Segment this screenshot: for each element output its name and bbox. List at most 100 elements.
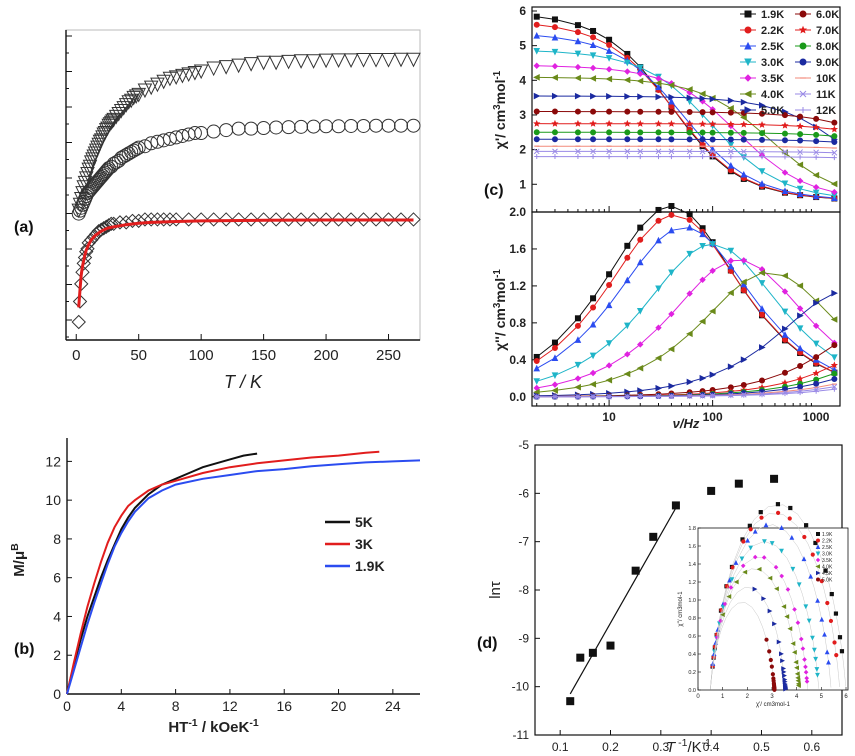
data-point-a (381, 118, 396, 133)
legend-marker-c (744, 58, 752, 67)
chi-imag-line (536, 272, 835, 393)
inset-point (815, 597, 821, 603)
x-tick-label-c: 1000 (803, 410, 830, 424)
legend-marker-c (799, 90, 807, 98)
chi-real-point (709, 148, 716, 155)
data-point-a (71, 314, 86, 330)
chi-real-point (606, 129, 613, 136)
legend-label-c: 2.2K (761, 25, 784, 37)
x-tick-label-a: 250 (376, 347, 401, 364)
chi-imag-point (655, 206, 662, 213)
data-point-a (150, 212, 165, 227)
chi-real-point (759, 154, 765, 160)
chi-imag-point (740, 287, 747, 294)
chi-imag-point (551, 344, 558, 351)
chi-real-point (668, 97, 675, 105)
y-tick-label-c-top: 6 (519, 4, 526, 18)
chi-real-point (606, 154, 612, 160)
inset-x-tick-label: 4 (795, 694, 799, 700)
inset-point (784, 614, 790, 619)
data-point-a (99, 219, 114, 234)
data-point-a (75, 197, 90, 212)
chi-real-point (741, 154, 747, 160)
panel-label-c: (c) (484, 182, 504, 199)
y-tick-label-c-top: 1 (519, 177, 526, 191)
chi-imag-point (668, 211, 675, 218)
inset-point (758, 510, 763, 515)
inset-x-tick-label: 0 (696, 694, 700, 700)
chi-real-point (551, 136, 558, 143)
chi-imag-point (637, 341, 644, 348)
series-b-5K (66, 452, 258, 695)
chi-real-point (636, 77, 644, 85)
x-axis-label-d-part: -1 (675, 737, 687, 749)
inset-point (779, 548, 784, 554)
y-tick-label-c-top: 5 (519, 39, 526, 53)
data-point-a (256, 121, 271, 136)
chi-real-point (813, 115, 820, 122)
inset-point (773, 564, 779, 570)
inset-point (822, 631, 827, 637)
data-point-a (381, 53, 396, 68)
legend-label-b: 5K (355, 514, 373, 530)
chi-real-point (574, 74, 581, 82)
chi-imag-point (655, 393, 661, 399)
chi-real-point (637, 93, 644, 100)
data-point-a (81, 235, 96, 251)
inset-point (803, 669, 809, 675)
chi-real-point (698, 120, 707, 128)
data-point-a (92, 134, 108, 150)
data-point-a (101, 218, 116, 233)
legend-marker-c (743, 90, 752, 98)
data-point-d (576, 653, 585, 662)
chi-imag-point (590, 295, 597, 302)
data-point-a (162, 212, 178, 227)
x-axis-label-d-part: T (666, 739, 677, 756)
inset-point (748, 545, 754, 551)
inset-x-tick-label: 3 (770, 694, 774, 700)
chi-real-point (589, 52, 597, 60)
chi-real-point (813, 138, 820, 145)
chi-real-point (797, 149, 803, 155)
chi-real-point (574, 136, 581, 143)
legend-label-c: 4.0K (761, 89, 784, 101)
chi-imag-point (812, 340, 820, 348)
chi-real-point (686, 148, 693, 155)
chi-imag-point (759, 392, 765, 398)
chi-imag-point (668, 203, 675, 210)
chi-real-point (797, 113, 804, 120)
x-tick-label-d: 0.3 (652, 740, 669, 754)
chi-imag-point (574, 315, 581, 322)
chi-imag-line (536, 205, 835, 374)
inset-point (828, 618, 834, 624)
series-a-circle (71, 118, 421, 221)
inset-legend-label: 3.0K (822, 552, 833, 558)
y-axis-label-c-bottom-part: mol (492, 278, 508, 303)
inset-x-tick-label: 2 (746, 694, 750, 700)
inset-y-label: χ''/ cm3mol-1 (678, 591, 684, 627)
chi-real-point (533, 13, 540, 20)
chi-imag-point (686, 378, 694, 386)
chi-real-point (668, 154, 674, 160)
data-point-a (269, 120, 284, 135)
series-c-2.2K (533, 21, 838, 376)
data-point-a (293, 54, 309, 69)
chi-imag-point (728, 393, 734, 399)
inset-point (795, 681, 801, 687)
chi-real-point (589, 75, 597, 82)
inset-point (814, 667, 820, 672)
legend-label-c: 5.0K (761, 105, 784, 117)
chi-imag-point (741, 392, 747, 398)
inset-legend-marker (815, 557, 821, 563)
chi-real-point (813, 149, 819, 156)
chi-real-point (575, 148, 581, 155)
chi-real-point (637, 108, 644, 115)
data-point-a (206, 124, 221, 139)
data-point-a (111, 106, 127, 122)
chi-real-point (668, 129, 675, 136)
inset-point (810, 635, 815, 641)
panel-c: 10 100 1000 1 2 3 4 5 6 0.0 0.4 0.8 1.2 1.6 2.0 ν/Hz χ'/… (492, 4, 841, 431)
data-point-a (111, 153, 126, 168)
chi-imag-point (637, 224, 644, 231)
inset-legend-label: 5.0K (822, 578, 833, 584)
